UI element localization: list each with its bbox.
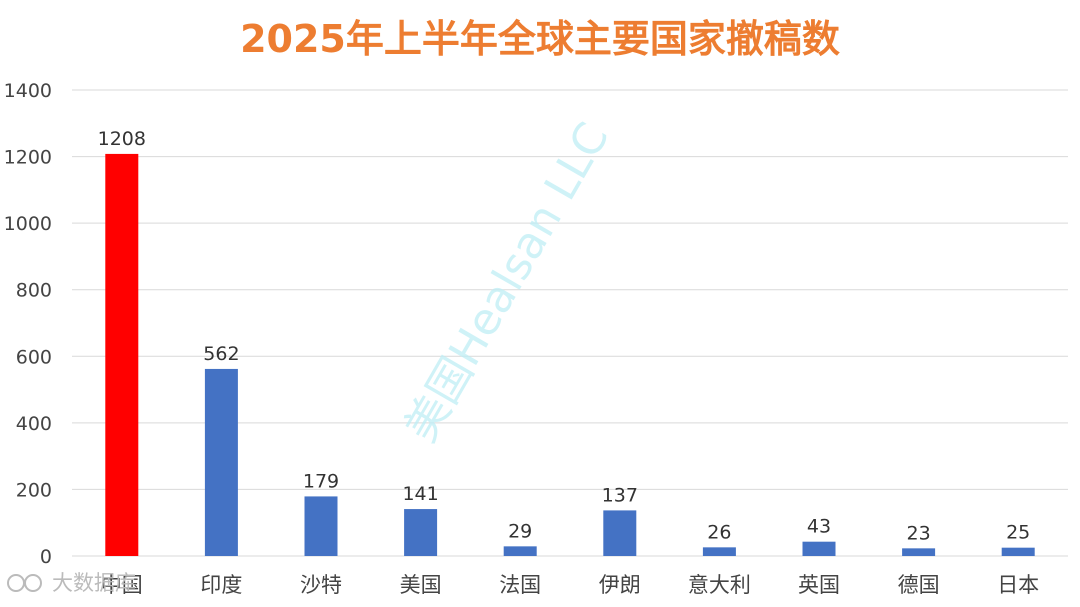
gridlines xyxy=(72,89,1068,557)
bar-4 xyxy=(503,546,537,556)
x-category-label: 中国 xyxy=(101,573,143,597)
x-category-label: 法国 xyxy=(499,573,541,597)
y-tick-label: 1200 xyxy=(4,147,52,169)
x-category-label: 伊朗 xyxy=(599,573,641,597)
data-label: 29 xyxy=(508,520,532,542)
x-category-label: 意大利 xyxy=(688,573,751,597)
data-label: 25 xyxy=(1006,522,1030,544)
logo-icon-2 xyxy=(24,574,42,592)
data-label: 23 xyxy=(907,522,931,544)
x-category-label: 德国 xyxy=(898,573,940,597)
x-category-label: 印度 xyxy=(200,573,242,597)
data-label: 43 xyxy=(807,516,831,538)
y-tick-label: 800 xyxy=(16,280,52,302)
x-category-label: 英国 xyxy=(798,573,840,597)
bar-5 xyxy=(603,510,637,556)
data-labels: 1208 562 179 141 29 137 26 43 23 25 xyxy=(98,128,1031,544)
data-label: 562 xyxy=(203,343,239,365)
y-tick-label: 600 xyxy=(16,346,52,368)
bars xyxy=(105,153,1035,556)
bar-9 xyxy=(1001,547,1035,556)
source-logo: 大数据库 xyxy=(7,571,136,595)
data-label: 179 xyxy=(303,470,339,492)
data-label: 141 xyxy=(402,483,438,505)
logo-icon xyxy=(7,574,25,592)
x-category-label: 日本 xyxy=(997,573,1039,597)
x-category-label: 美国 xyxy=(400,573,442,597)
y-tick-label: 1000 xyxy=(4,213,52,235)
y-tick-label: 200 xyxy=(16,479,52,501)
bar-3 xyxy=(404,509,438,556)
y-tick-label: 0 xyxy=(40,546,52,568)
bar-6 xyxy=(702,547,736,556)
bar-1 xyxy=(204,368,238,556)
bar-0 xyxy=(105,153,139,556)
data-label: 137 xyxy=(602,484,638,506)
chart-title: 2025年上半年全球主要国家撤稿数 xyxy=(240,17,840,61)
logo-text: 大数据库 xyxy=(52,571,136,595)
watermark-text: 美国Healsan LLC xyxy=(395,114,619,450)
bar-2 xyxy=(304,496,338,556)
x-category-label: 沙特 xyxy=(300,573,342,597)
data-label: 1208 xyxy=(98,128,146,150)
y-tick-label: 400 xyxy=(16,413,52,435)
y-axis-ticks: 0 200 400 600 800 1000 1200 1400 xyxy=(4,80,52,568)
x-axis-categories: 中国 印度 沙特 美国 法国 伊朗 意大利 英国 德国 日本 xyxy=(101,573,1039,597)
data-label: 26 xyxy=(707,521,731,543)
y-tick-label: 1400 xyxy=(4,80,52,102)
bar-7 xyxy=(802,541,836,556)
bar-8 xyxy=(902,548,936,556)
